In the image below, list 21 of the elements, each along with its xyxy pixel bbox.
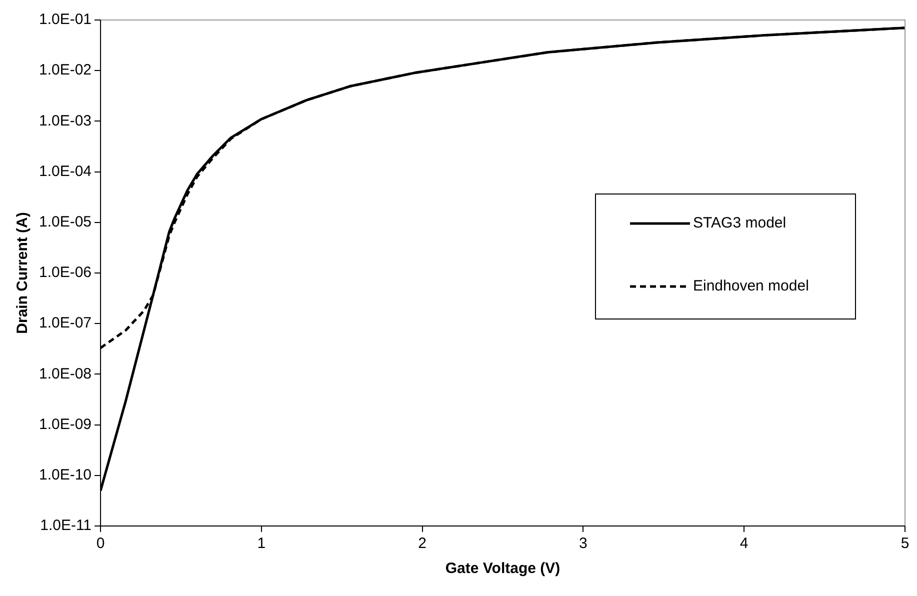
y-tick-label: 1.0E-04 — [38, 162, 92, 180]
y-tick-label: 1.0E-05 — [38, 214, 92, 231]
x-tick-label: 3 — [579, 535, 588, 552]
x-tick-label: 0 — [96, 535, 105, 552]
y-tick-label: 1.0E-06 — [38, 264, 92, 282]
x-tick-label: 2 — [418, 535, 426, 552]
y-tick-label: 1.0E-11 — [40, 517, 92, 534]
legend-label: STAG3 model — [693, 214, 786, 232]
y-tick-label: 1.0E-03 — [38, 112, 92, 130]
x-tick-label: 1 — [257, 535, 266, 552]
y-axis-title: Drain Current (A) — [14, 212, 32, 334]
y-tick-label: 1.0E-02 — [38, 62, 92, 79]
y-tick-label: 1.0E-01 — [38, 11, 92, 28]
y-tick-label: 1.0E-07 — [38, 314, 92, 332]
x-axis-title: Gate Voltage (V) — [445, 560, 560, 578]
x-tick-label: 5 — [900, 535, 910, 552]
legend-label: Eindhoven model — [693, 278, 809, 295]
y-tick-label: 1.0E-09 — [38, 416, 92, 433]
y-tick-label: 1.0E-10 — [38, 466, 92, 484]
y-tick-label: 1.0E-08 — [38, 365, 92, 382]
x-tick-label: 4 — [740, 535, 748, 552]
